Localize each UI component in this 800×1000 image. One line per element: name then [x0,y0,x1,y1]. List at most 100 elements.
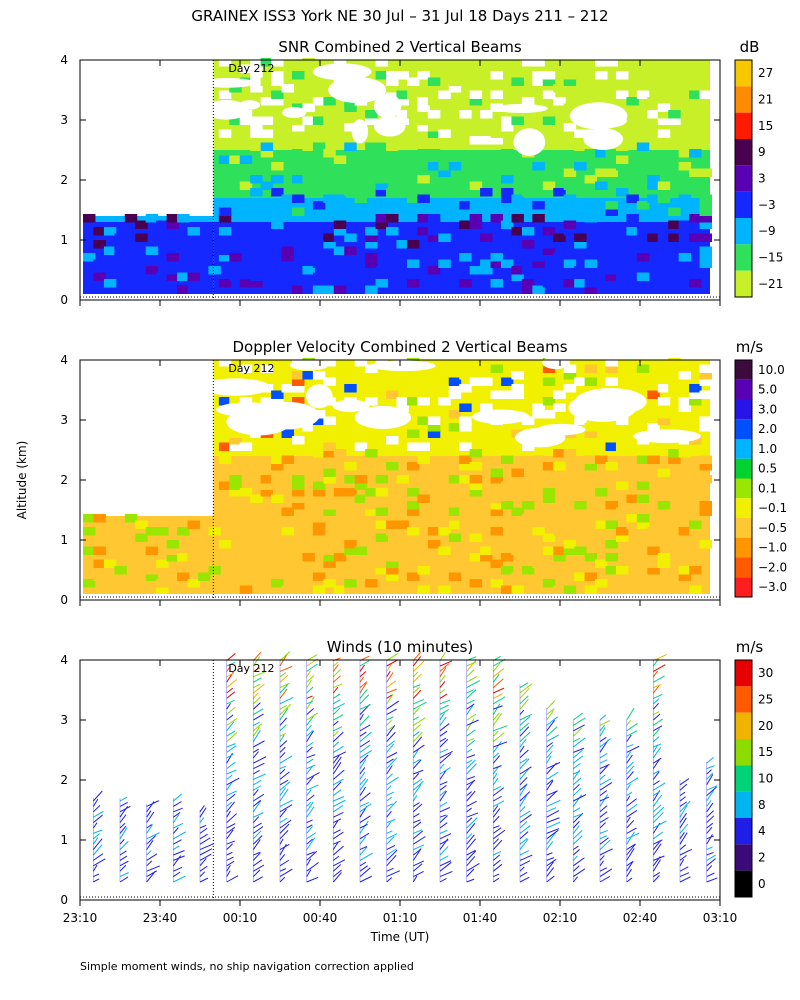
wind-barb [279,819,292,829]
heatmap-cell [657,129,671,138]
heatmap-cell [375,188,389,197]
wind-barb [519,731,531,742]
heatmap-cell [511,266,524,275]
wind-barb [519,722,530,732]
heatmap-cell [250,58,263,67]
heatmap-cell [605,442,618,451]
heatmap-cell [459,423,472,432]
heatmap-cell [480,403,493,412]
colorbar-label: 0.1 [758,481,777,495]
heatmap-cell [636,455,650,464]
heatmap-cell [208,527,221,536]
wind-barb [706,865,713,872]
heatmap-cell [396,397,409,406]
heatmap-cell [312,423,326,432]
heatmap-cell [260,514,274,523]
wind-barb [332,820,339,829]
wind-barb [706,765,715,770]
heatmap-cell [490,129,503,138]
heatmap-cell [386,71,399,80]
wind-barb [226,875,239,883]
wind-barb [332,664,339,672]
wind-barb [306,869,312,877]
wind-barb [386,743,395,753]
wind-barb [252,800,262,813]
heatmap-cell [250,572,263,581]
heatmap-cell [302,527,315,536]
wind-barb [573,755,584,764]
wind-barb [413,802,420,807]
wind-barb [493,859,501,867]
wind-barb [439,822,448,829]
heatmap-cell [260,364,274,373]
wind-barb [386,688,397,694]
heatmap-cell [417,416,430,425]
wind-profile [572,712,587,883]
wind-barb [679,866,689,872]
heatmap-cell [469,481,483,490]
heatmap-gap [542,356,570,370]
wind-barb [653,718,663,726]
heatmap-cell [678,371,692,380]
heatmap-cell [365,227,378,236]
wind-barb [226,714,234,721]
heatmap-cell [187,285,200,294]
wind-barb [466,775,475,780]
wind-barb [306,724,312,732]
heatmap-cell [563,168,577,177]
heatmap-cell [229,272,242,281]
figure-title: GRAINEX ISS3 York NE 30 Jul – 31 Jul 18 … [191,7,608,25]
heatmap-cell [386,559,399,568]
heatmap-cell [218,58,232,67]
wind-barb [252,816,260,823]
heatmap-cell [490,214,503,223]
heatmap-cell [239,364,253,373]
heatmap-cell [490,501,503,510]
heatmap-cell [417,227,430,236]
heatmap-cell [145,553,159,562]
heatmap-cell [386,572,399,581]
wind-barb [146,824,153,834]
wind-barb [599,727,606,737]
wind-barb [413,830,424,840]
wind-barb [146,800,160,807]
heatmap-cell [636,481,650,490]
wind-barb [493,741,508,748]
wind-barb [386,670,391,678]
x-tick-label: 02:40 [623,911,658,925]
wind-barb [626,771,634,780]
heatmap-cell [626,253,639,262]
heatmap-cell [271,58,284,67]
wind-barb [119,827,128,840]
wind-barb [439,801,448,807]
heatmap-cell [83,253,96,262]
wind-barb [332,781,342,791]
day-marker-label: Day 212 [228,62,274,75]
heatmap-cell [354,442,368,451]
heatmap-cell [605,553,618,562]
heatmap-cell [344,103,357,112]
wind-barb [652,746,662,759]
wind-barb [492,777,499,786]
wind-barb [706,785,718,791]
wind-barb [439,790,447,796]
heatmap-cell [553,233,566,242]
heatmap-cell [469,462,483,471]
heatmap-cell [344,475,357,484]
heatmap-cell [584,481,598,490]
heatmap-cell [396,520,409,529]
heatmap-cell [323,194,336,203]
heatmap-cell [636,514,650,523]
heatmap-cell [615,527,629,536]
wind-barb [359,861,367,867]
wind-barb [119,805,131,813]
heatmap-cell [615,188,629,197]
heatmap-cell [417,442,430,451]
wind-barb [333,726,343,732]
wind-barb [413,769,424,775]
heatmap-cell [375,149,389,158]
wind-barb [573,749,583,759]
wind-barb [412,772,420,780]
heatmap-cell [605,272,618,281]
heatmap-cell [668,207,681,216]
